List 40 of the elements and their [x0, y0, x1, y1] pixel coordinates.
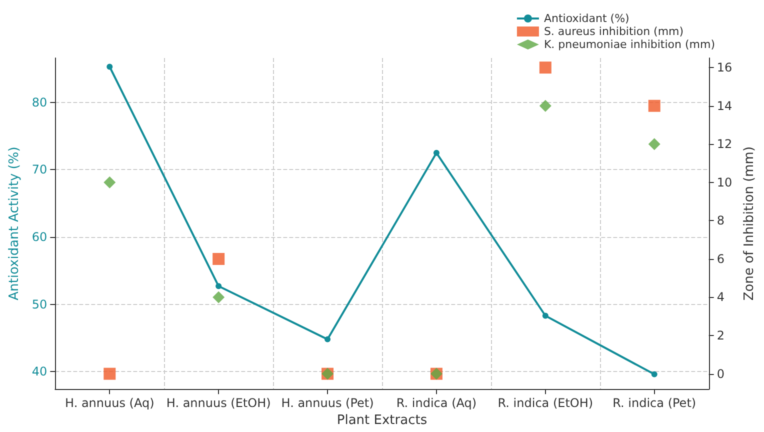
y2-tick-label: 6	[716, 252, 724, 266]
x-tick-label: R. indica (EtOH)	[498, 396, 594, 410]
point	[648, 138, 660, 150]
y2-axis-title: Zone of Inhibition (mm)	[742, 146, 757, 301]
point	[216, 283, 222, 290]
point	[542, 312, 548, 319]
y-tick-label: 50	[32, 297, 48, 312]
x-tick-label: H. annuus (Pet)	[281, 396, 374, 410]
point	[212, 252, 225, 265]
y-axis-title: Antioxidant Activity (%)	[7, 146, 22, 300]
x-axis-title: Plant Extracts	[336, 413, 428, 428]
y-tick-label: 40	[32, 364, 48, 379]
point	[651, 371, 658, 378]
y2-tick-label: 2	[716, 328, 724, 343]
point	[539, 100, 552, 112]
y-tick-label: 80	[32, 95, 48, 110]
y2-tick-label: 12	[716, 137, 732, 152]
point	[648, 100, 660, 112]
x-tick-label: R. indica (Aq)	[396, 396, 477, 410]
point	[106, 64, 113, 70]
x-tick-label: R. indica (Pet)	[612, 396, 696, 410]
legend-label: S. aureus inhibition (mm)	[544, 25, 684, 38]
y-tick-label: 60	[32, 230, 48, 244]
point	[212, 291, 225, 304]
y2-tick-label: 8	[716, 214, 724, 228]
point	[433, 150, 440, 156]
point	[104, 176, 116, 188]
legend-label: Antioxidant (%)	[544, 12, 630, 25]
y2-tick-label: 16	[716, 60, 732, 75]
point	[104, 368, 116, 380]
y2-tick-label: 14	[716, 98, 732, 113]
y2-tick-label: 10	[716, 175, 732, 190]
y2-tick-label: 4	[716, 290, 724, 304]
y-tick-label: 70	[32, 162, 48, 177]
point	[539, 62, 552, 74]
y2-tick-label: 0	[716, 366, 724, 381]
legend-label: K. pneumoniae inhibition (mm)	[544, 38, 716, 51]
point	[324, 336, 331, 342]
x-tick-label: H. annuus (EtOH)	[166, 396, 271, 410]
x-tick-label: H. annuus (Aq)	[65, 396, 154, 410]
